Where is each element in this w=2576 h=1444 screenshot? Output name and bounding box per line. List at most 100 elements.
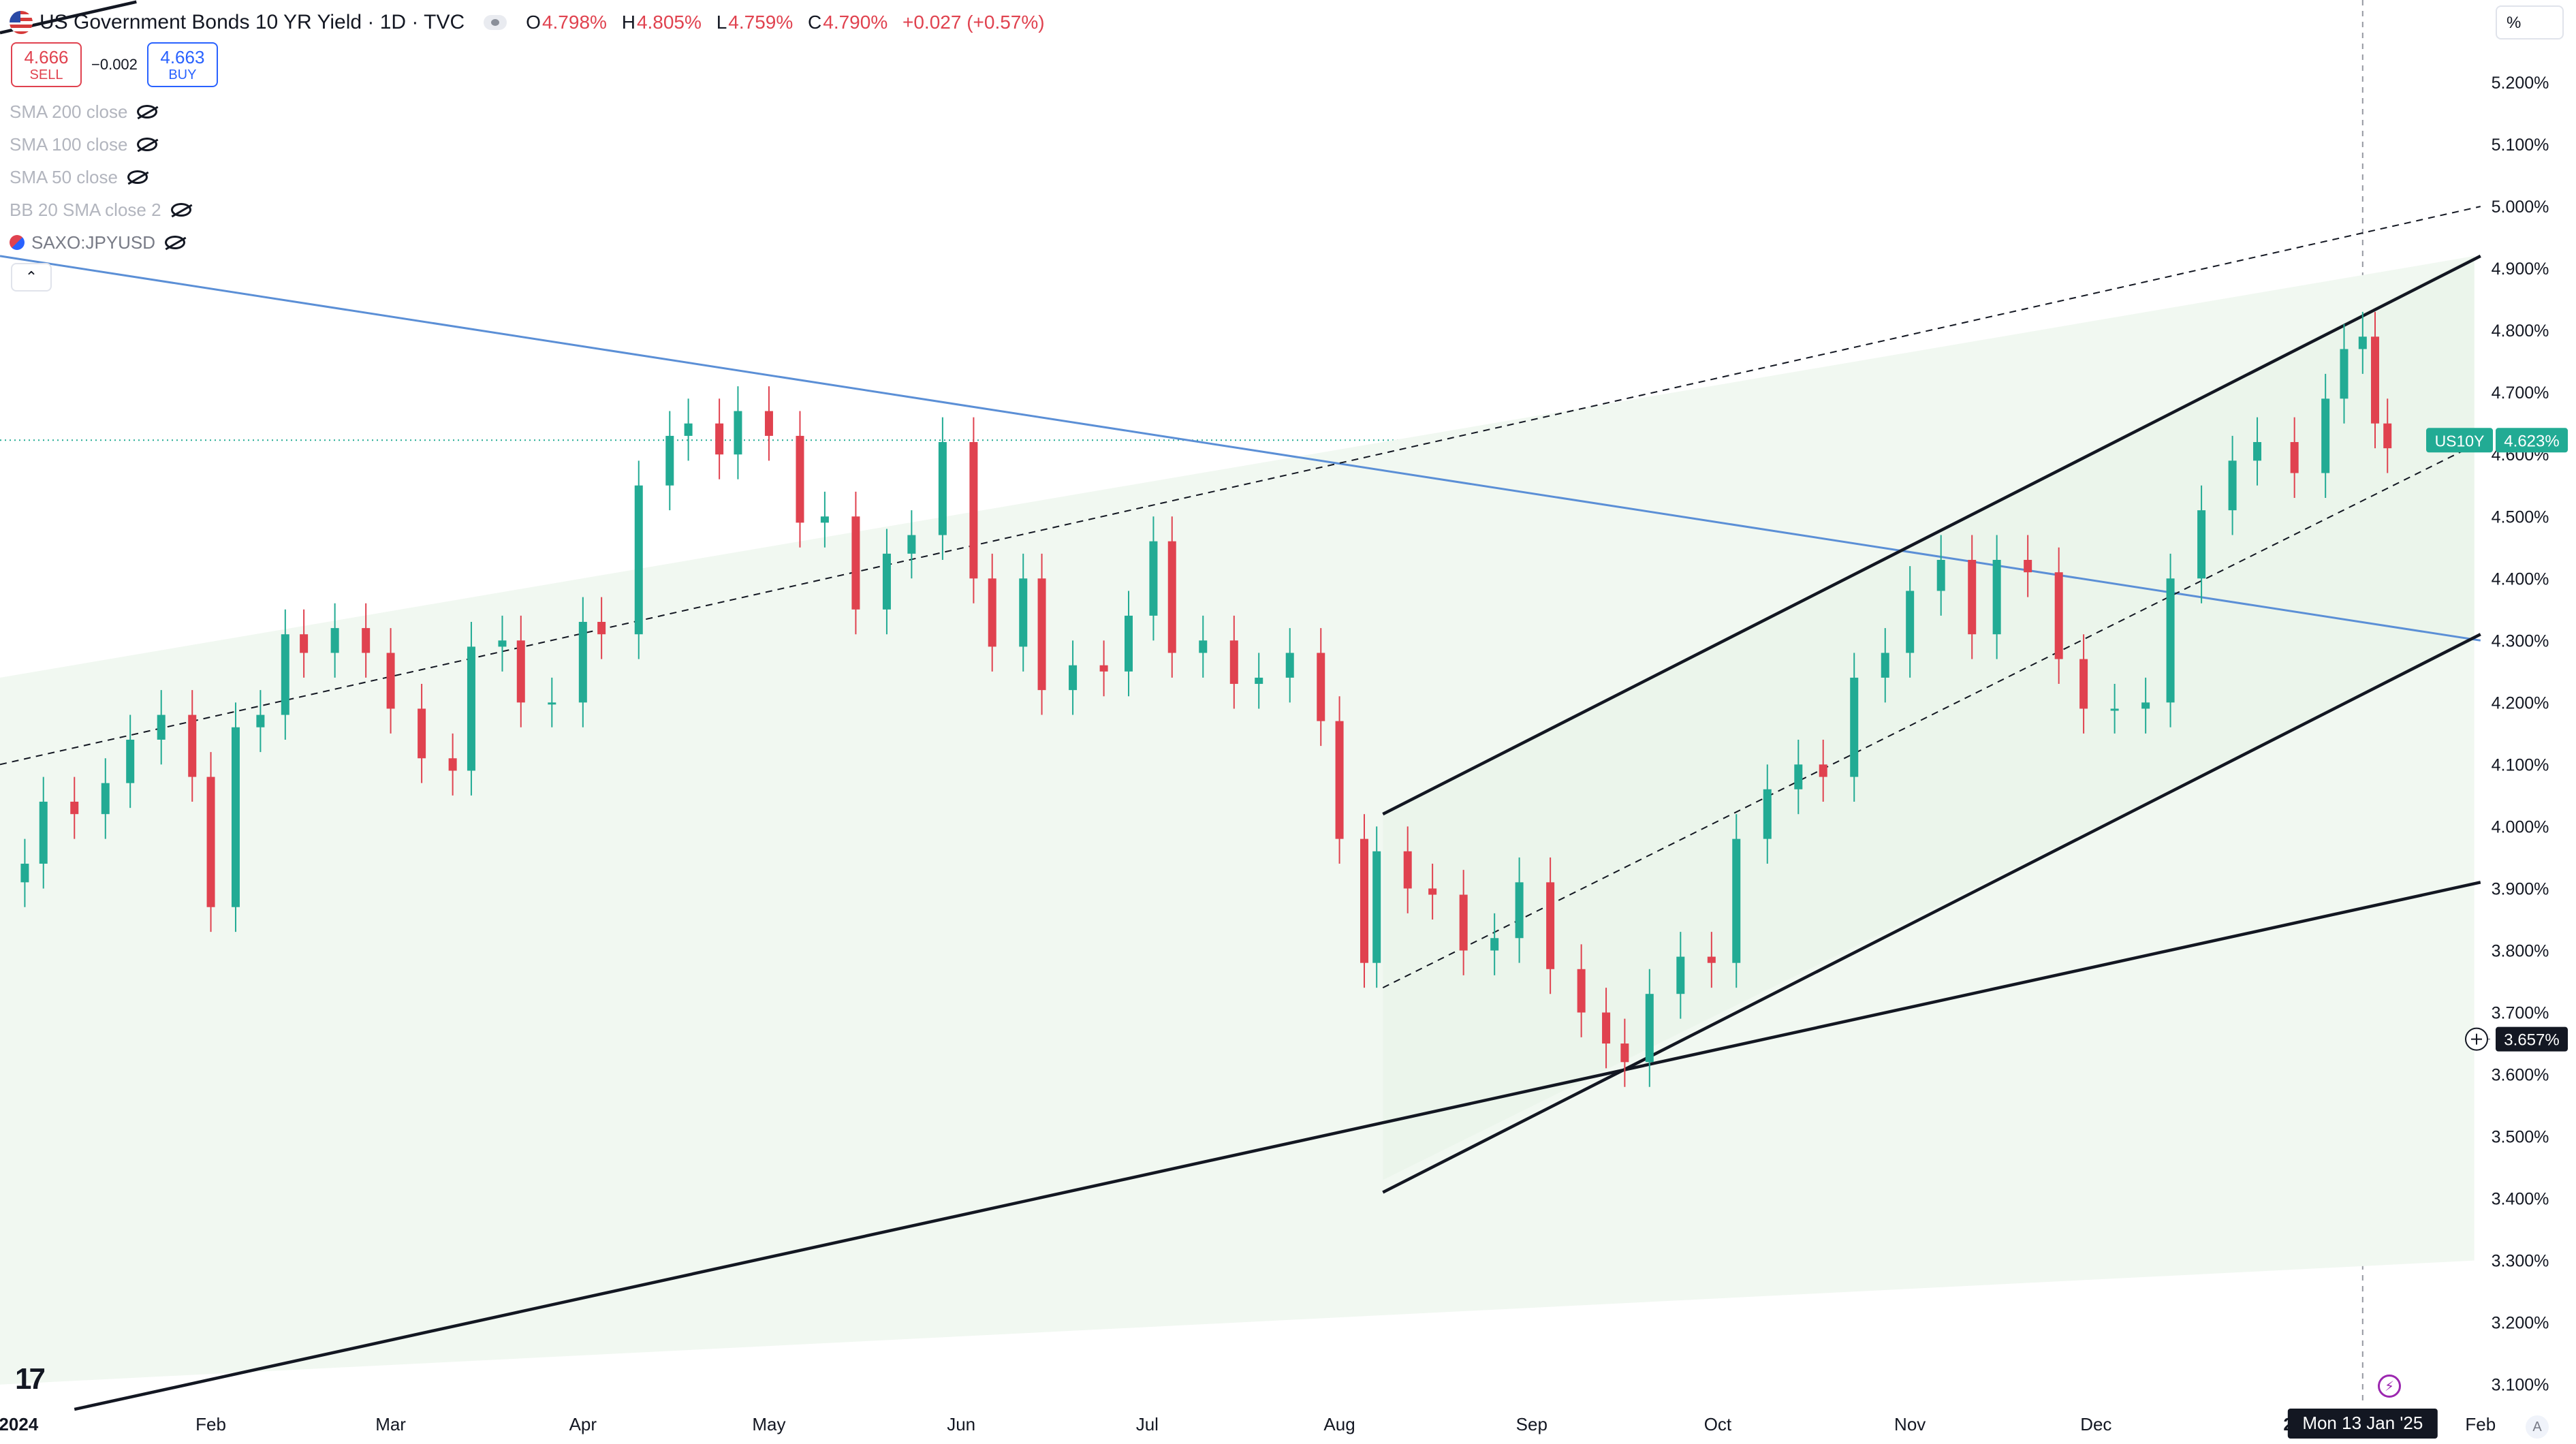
hidden-eye-icon[interactable] (170, 203, 191, 217)
candle-body (1459, 894, 1468, 951)
candle-body (1794, 764, 1803, 789)
candle-body (1968, 559, 1977, 635)
candle-body (734, 411, 742, 455)
x-tick-label: May (752, 1414, 785, 1434)
us-flag-icon (10, 11, 33, 34)
x-tick-label: Mar (375, 1414, 406, 1434)
candle-body (1992, 559, 2001, 635)
candle-body (1763, 789, 1772, 839)
ohlc-close: 4.790% (823, 12, 888, 33)
candle-body (715, 423, 724, 455)
indicator-bb[interactable]: BB 20 SMA close 2 (10, 195, 191, 225)
candle-body (2197, 510, 2206, 579)
candle-body (634, 485, 643, 635)
candle-body (851, 516, 860, 610)
flash-icon[interactable]: ⚡ (2378, 1375, 2401, 1398)
candle-body (467, 646, 475, 771)
hidden-eye-icon[interactable] (127, 170, 148, 184)
candle-body (2321, 398, 2330, 473)
buy-label: BUY (168, 67, 197, 82)
candle-body (2253, 442, 2262, 461)
ohlc-low-label: L (716, 12, 727, 33)
channel-fills (0, 255, 2475, 1385)
candle-body (1819, 764, 1827, 777)
ohlc-high: 4.805% (636, 12, 702, 33)
price-scale-unit-button[interactable]: % (2496, 5, 2564, 40)
candle-body (362, 628, 371, 653)
y-tick-label: 3.800% (2492, 941, 2549, 960)
candle-body (597, 622, 606, 635)
y-tick-label: 4.200% (2492, 693, 2549, 712)
indicator-label: BB 20 SMA close 2 (10, 199, 161, 220)
x-tick-label: Feb (195, 1414, 226, 1434)
y-tick-label: 4.900% (2492, 260, 2549, 279)
candle-body (418, 708, 426, 759)
candle-body (157, 715, 166, 740)
candle-body (1199, 640, 1208, 653)
y-tick-label: 3.700% (2492, 1004, 2549, 1023)
y-tick-label: 5.000% (2492, 198, 2549, 217)
candle-body (1403, 851, 1412, 889)
collapse-legend-button[interactable]: ⌃ (11, 263, 52, 292)
candle-body (1732, 838, 1741, 963)
candle-body (665, 435, 674, 486)
inner-dashed-midline (1382, 441, 2481, 988)
y-tick-label: 3.400% (2492, 1190, 2549, 1209)
ohlc-open: 4.798% (541, 12, 607, 33)
y-tick-label: 3.200% (2492, 1314, 2549, 1333)
visibility-toggle-icon[interactable] (484, 15, 507, 30)
trend-lines (0, 0, 2481, 1411)
hidden-eye-icon[interactable] (165, 236, 186, 249)
symbol-tag (2426, 428, 2493, 453)
ohlc-close-label: C (808, 12, 822, 33)
buy-button[interactable]: 4.663 BUY (146, 42, 218, 87)
symbol-tag-label: US10Y (2435, 432, 2485, 450)
candle-body (2371, 336, 2380, 424)
indicator-sma50[interactable]: SMA 50 close (10, 162, 148, 192)
candle-body (1229, 640, 1238, 685)
candle-body (1490, 938, 1499, 951)
auto-scale-button[interactable]: A (2526, 1415, 2549, 1439)
y-tick-label: 4.400% (2492, 569, 2549, 588)
indicator-label: SMA 100 close (10, 134, 128, 155)
candle-body (882, 553, 891, 610)
indicator-sma100[interactable]: SMA 100 close (10, 129, 158, 159)
candle-body (1428, 888, 1437, 895)
ohlc-high-label: H (621, 12, 635, 33)
blue-downtrend-line (0, 255, 2481, 642)
candle-body (126, 739, 135, 783)
hidden-eye-icon[interactable] (137, 105, 158, 119)
chart-legend-title: US Government Bonds 10 YR Yield · 1D · T… (10, 5, 1054, 40)
candle-body (1360, 838, 1368, 963)
y-tick-label: 4.800% (2492, 321, 2549, 341)
symbol-title[interactable]: US Government Bonds 10 YR Yield · 1D · T… (40, 11, 465, 33)
candle-body (1707, 956, 1716, 963)
candle-body (1037, 578, 1046, 691)
hidden-eye-icon[interactable] (137, 138, 158, 151)
crosshair-date-tag (2287, 1409, 2438, 1439)
ohlc-open-label: O (526, 12, 541, 33)
sell-button[interactable]: 4.666 SELL (11, 42, 82, 87)
y-tick-label: 4.300% (2492, 631, 2549, 650)
x-tick-label: Aug (1323, 1414, 1355, 1434)
tradingview-logo-icon[interactable]: 17 (15, 1362, 46, 1396)
candle-body (764, 411, 773, 436)
x-tick-label: Jul (1136, 1414, 1159, 1434)
indicator-saxo-jpyusd[interactable]: SAXO:JPYUSD (10, 227, 186, 257)
candle-body (1906, 591, 1915, 653)
last-price-tag-label: 4.623% (2504, 432, 2559, 450)
indicator-sma200[interactable]: SMA 200 close (10, 97, 158, 127)
candle-body (1577, 969, 1586, 1013)
candle-body (498, 640, 507, 647)
x-tick-label: Dec (2080, 1414, 2111, 1434)
candle-body (1099, 665, 1108, 672)
candle-body (1255, 677, 1263, 685)
candle-body (2340, 349, 2349, 399)
candle-body (1069, 665, 1078, 691)
x-tick-label: Oct (1704, 1414, 1732, 1434)
candle-body (1676, 956, 1685, 994)
candle-body (101, 783, 110, 815)
candle-body (820, 516, 829, 523)
candle-body (39, 801, 48, 864)
